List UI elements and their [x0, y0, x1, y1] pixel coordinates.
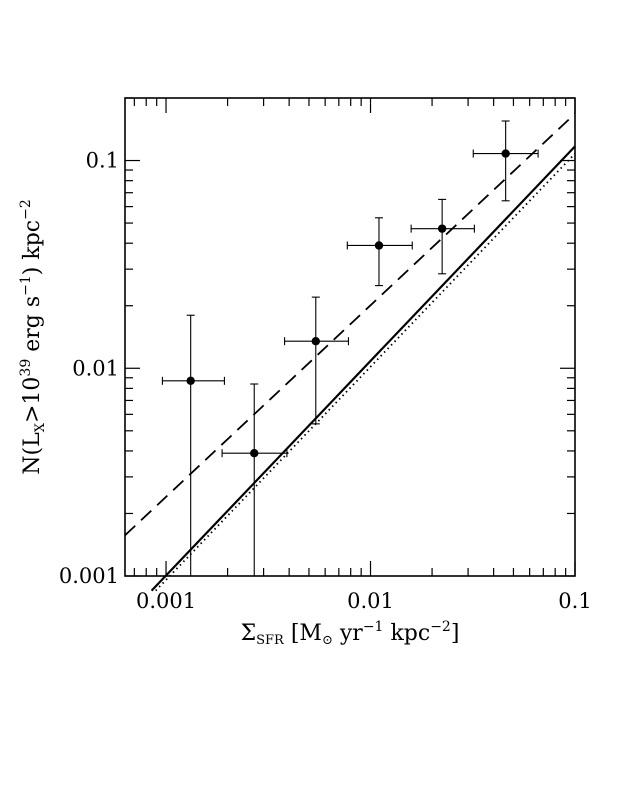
- data-marker: [437, 224, 447, 233]
- fit-line-dashed: [124, 113, 576, 536]
- fit-line-dotted: [155, 152, 576, 592]
- data-point: [346, 217, 413, 287]
- y-tick-label: 0.01: [72, 356, 119, 380]
- x-axis-label: ΣSFR [M⊙ yr−1 kpc−2]: [241, 619, 460, 648]
- fit-lines: [124, 113, 576, 592]
- data-marker: [250, 449, 259, 458]
- data-point: [284, 296, 350, 425]
- data-point: [472, 120, 539, 202]
- x-tick-label: 0.01: [347, 589, 394, 613]
- data-point: [410, 198, 475, 275]
- fit-line-solid: [150, 145, 576, 592]
- data-marker: [501, 149, 510, 158]
- data-marker: [311, 336, 320, 346]
- y-tick-label: 0.001: [59, 564, 119, 588]
- y-axis-label: N(LX>1039 erg s−1) kpc−2: [18, 199, 48, 474]
- data-marker: [186, 376, 195, 386]
- minor-ticks: [125, 97, 575, 576]
- data-points: [161, 120, 539, 576]
- x-tick-label: 0.001: [136, 589, 196, 613]
- x-tick-label: 0.1: [558, 589, 591, 613]
- data-marker: [374, 241, 384, 250]
- plot-frame: [124, 97, 576, 577]
- tick-labels: 0.001 0.01 0.1 0.001 0.01 0.1: [59, 149, 592, 613]
- data-point: [161, 314, 225, 576]
- y-tick-label: 0.1: [86, 149, 119, 173]
- data-point: [221, 383, 288, 576]
